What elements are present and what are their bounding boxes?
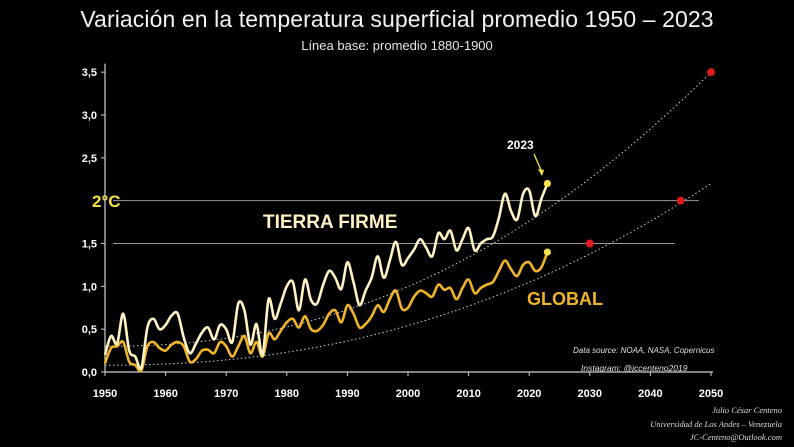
x-tick-label: 2030 (578, 388, 602, 400)
y-tick-label: 0,0 (82, 367, 97, 379)
data-source-note: Data source: NOAA, NASA, Copernicus (573, 346, 714, 355)
global-2c-marker (676, 196, 685, 205)
y-tick-label: 3,0 (82, 110, 97, 122)
threshold-2c-label: 2°C (92, 192, 121, 211)
instagram-handle: Instagram: @jccenteno2019 (581, 363, 688, 373)
land-2023-marker (543, 179, 551, 188)
land-series-label: TIERRA FIRME (263, 212, 397, 233)
author-credit: Julio César Centeno (712, 405, 782, 415)
x-tick-label: 1980 (275, 388, 299, 400)
land-trend-line (105, 71, 712, 347)
x-tick-label: 1970 (214, 388, 238, 400)
land-series-line (103, 183, 549, 371)
chart-subtitle: Línea base: promedio 1880-1900 (301, 38, 493, 53)
global-series-line (103, 251, 549, 373)
y-tick-label: 2,5 (82, 153, 97, 165)
y-tick-label: 1,5 (82, 239, 97, 251)
global-1-5c-marker (585, 239, 594, 248)
land-2050-marker (707, 68, 715, 77)
x-tick-label: 2020 (517, 388, 541, 400)
x-tick-label: 1990 (335, 388, 359, 400)
institution-credit: Universidad de Los Andes – Venezuela (650, 419, 782, 429)
x-tick-label: 2050 (699, 388, 723, 400)
global-series-label: GLOBAL (527, 289, 603, 309)
global-trend-line (105, 183, 712, 366)
x-tick-label: 1960 (153, 388, 177, 400)
year-2023-callout: 2023 (507, 138, 534, 152)
y-tick-label: 1,0 (82, 281, 97, 293)
global-2023-marker (543, 248, 551, 256)
x-tick-label: 2010 (456, 388, 480, 400)
email-credit: JC-Centeno@Outlook.com (689, 432, 782, 442)
callout-arrow (533, 153, 544, 176)
x-tick-label: 2000 (396, 388, 420, 400)
x-tick-label: 1950 (93, 388, 117, 400)
y-tick-label: 0,5 (82, 324, 97, 336)
chart-title: Variación en la temperatura superficial … (80, 6, 714, 32)
y-tick-label: 3,5 (82, 67, 97, 79)
x-tick-label: 2040 (638, 388, 662, 400)
